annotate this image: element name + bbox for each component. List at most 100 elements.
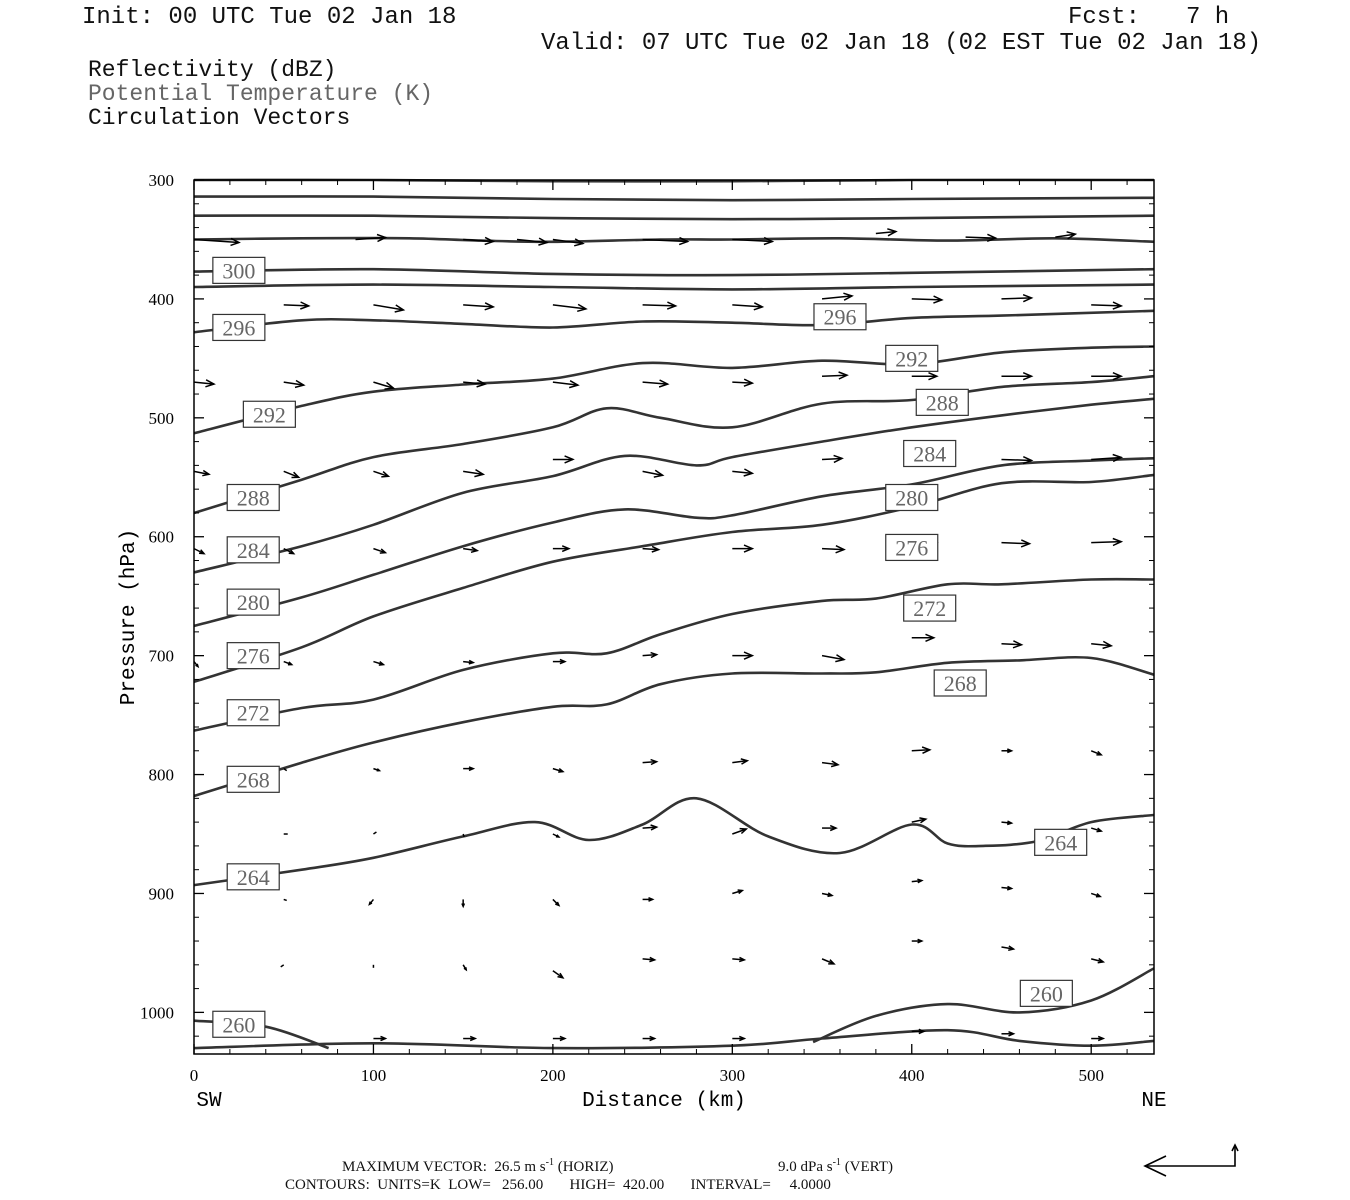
circulation-vector [642,824,659,831]
contour-label-box [226,642,280,670]
vector-head [933,295,944,304]
contour-label-box [813,303,867,331]
vector-head [291,471,301,479]
circulation-vector [552,658,567,665]
vector-head [484,236,496,246]
vector-shaft [732,470,753,475]
vector-head [917,878,924,884]
contour-label-300: 300 [212,256,266,284]
vector-shaft [463,470,484,476]
circulation-vector [552,767,565,773]
circulation-vector [280,964,285,968]
circulation-vector [552,380,580,389]
vector-shaft [283,898,287,902]
circulation-vector [552,833,561,838]
x-tick-label: 100 [361,1066,387,1085]
vector-head [476,379,488,388]
vector-head [650,758,659,766]
vector-shaft [911,818,926,823]
contour-label-box [226,588,280,616]
circulation-vector [463,546,480,554]
vector-head [843,292,854,301]
vector-shaft [1001,946,1014,950]
vector-shaft [373,470,389,478]
vector-head [469,1035,478,1042]
circulation-vector [732,378,755,387]
theta-contour-260-16 [812,967,1155,1044]
contour-label-284: 284 [903,439,957,468]
vector-head [678,236,690,246]
contour-info: CONTOURS: UNITS=K LOW= 256.00 HIGH= 420.… [285,1177,831,1193]
circulation-vector [1091,1035,1106,1042]
circulation-vector [516,237,549,246]
contour-label-268: 268 [226,765,280,793]
contour-label-text: 264 [237,865,270,890]
theta-contour-284-9 [193,397,1155,574]
circulation-vector [1091,537,1124,547]
circulation-vector [965,233,998,243]
circulation-vector [193,379,216,388]
vector-head [202,469,211,477]
contour-label-text: 260 [1030,981,1063,1006]
vector-shaft [821,654,845,661]
vector-shaft [821,295,853,300]
contour-label-text: 296 [222,315,255,340]
circulation-vector [552,545,571,553]
circulation-vector [821,654,846,663]
contour-label-box [903,594,957,622]
circulation-vector [822,371,849,380]
vector-head [829,824,838,832]
circulation-vector [732,468,755,477]
contour-label-268: 268 [933,669,987,697]
vector-shaft [283,304,309,307]
vector-head [666,301,678,310]
vector-shaft [373,304,404,311]
vector-shaft [875,230,896,235]
vector-head [925,633,936,642]
circulation-vector [1001,293,1034,303]
vector-shaft [1091,304,1122,307]
vector-head [1022,372,1034,381]
vector-head [1102,640,1114,650]
circulation-vector [193,547,206,555]
vector-shaft [283,470,299,479]
contour-label-text: 268 [944,671,977,696]
vector-shaft [552,381,578,386]
circulation-vector [732,1035,747,1042]
field-reflectivity: Reflectivity (dBZ) [88,57,337,83]
vector-head [737,889,745,895]
vector-head [763,236,775,246]
contour-label-292: 292 [242,400,296,428]
circulation-vector [642,956,657,963]
circulation-vector [368,898,375,906]
vector-shaft [193,470,210,476]
vector-shaft [1055,233,1076,238]
vector-shaft [193,381,215,385]
circulation-vector [373,381,396,390]
contour-label-text: 288 [926,390,959,415]
vector-head [474,468,486,478]
contour-label-box [212,313,266,342]
circulation-vector [552,1035,567,1042]
contour-label-text: 296 [823,305,856,330]
circulation-vector [642,651,659,659]
vector-head [739,827,749,835]
theta-contour-unlabeled-17 [193,1028,1155,1050]
vector-shaft [642,547,659,551]
vector-head [538,237,549,246]
circulation-vector [283,470,301,479]
vector-head [648,897,655,902]
vector-head [658,379,670,388]
vector-head [838,371,849,380]
vector-head [294,379,306,389]
circulation-vector [373,470,391,478]
vector-head [561,545,571,553]
field-circulation-vectors: Circulation Vectors [88,105,351,131]
vector-head [300,301,311,310]
vector-shaft [373,381,394,389]
theta-contour-260-15 [193,1019,330,1050]
vector-head [739,1035,747,1042]
circulation-vector [642,1035,657,1042]
circulation-vectors [193,228,1124,1042]
